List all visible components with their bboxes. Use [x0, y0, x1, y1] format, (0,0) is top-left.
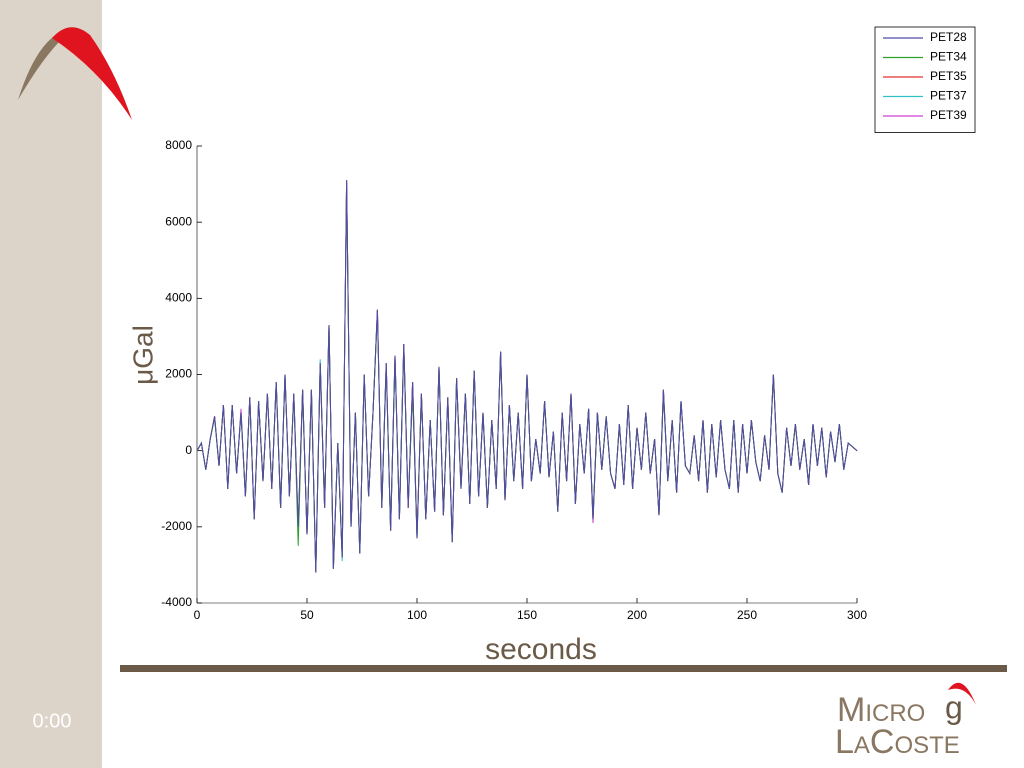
slide-timer: 0:00 [33, 710, 72, 732]
series-line [196, 180, 858, 573]
legend-label: PET34 [930, 50, 967, 64]
y-tick-label: 4000 [165, 291, 192, 305]
logo-text: Micro [837, 691, 925, 729]
x-tick-label: 200 [627, 608, 647, 622]
y-tick-label: 2000 [165, 367, 192, 381]
y-axis-label: μGal [127, 325, 158, 385]
legend-label: PET35 [930, 69, 967, 83]
legend-label: PET28 [930, 30, 967, 44]
side-strip [0, 0, 102, 768]
y-tick-label: 8000 [165, 138, 192, 152]
legend-label: PET39 [930, 108, 967, 122]
logo-swoosh [948, 682, 976, 705]
x-tick-label: 150 [517, 608, 537, 622]
x-axis-label: seconds [485, 633, 597, 666]
x-tick-label: 0 [194, 608, 201, 622]
y-tick-label: 0 [185, 443, 192, 457]
y-tick-label: 6000 [165, 214, 192, 228]
logo-text: LaCoste [835, 723, 960, 761]
logo-mark: g [945, 689, 963, 725]
x-tick-label: 300 [847, 608, 867, 622]
legend-box [874, 26, 976, 133]
divider-bar [120, 665, 1007, 672]
y-tick-label: -4000 [161, 595, 192, 609]
x-tick-label: 100 [407, 608, 427, 622]
logo-arc-red [52, 27, 132, 120]
x-tick-label: 50 [300, 608, 314, 622]
legend-label: PET37 [930, 89, 967, 103]
y-tick-label: -2000 [161, 519, 192, 533]
x-tick-label: 250 [737, 608, 757, 622]
